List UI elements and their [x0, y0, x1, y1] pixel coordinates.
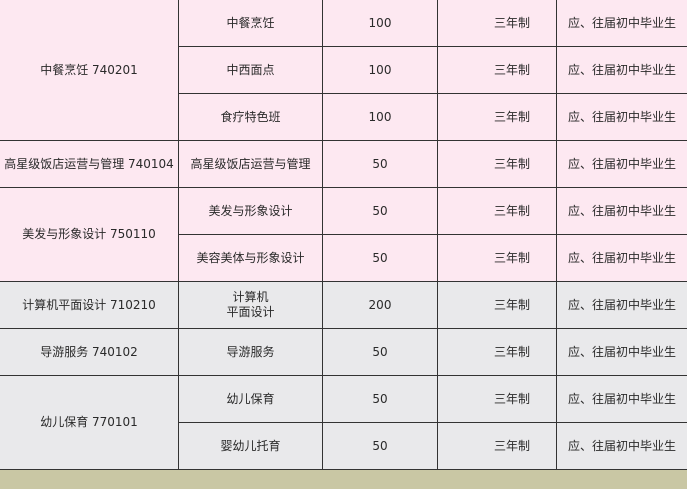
length-cell: 三年制 [437, 375, 557, 423]
length-cell: 三年制 [437, 422, 557, 470]
quota-cell: 200 [322, 281, 438, 329]
length-cell: 三年制 [437, 234, 557, 282]
target-cell: 应、往届初中毕业生 [556, 0, 687, 47]
major-cell: 计算机平面设计 710210 [0, 281, 179, 329]
target-cell: 应、往届初中毕业生 [556, 93, 687, 141]
direction-cell: 幼儿保育 [178, 375, 323, 423]
quota-cell: 50 [322, 140, 438, 188]
major-cell: 导游服务 740102 [0, 328, 179, 376]
target-cell: 应、往届初中毕业生 [556, 187, 687, 235]
quota-cell: 50 [322, 422, 438, 470]
table-row: 食疗特色班 100 三年制 应、往届初中毕业生 [0, 93, 687, 141]
direction-cell: 中餐烹饪 [178, 0, 323, 47]
direction-cell: 导游服务 [178, 328, 323, 376]
major-cell: 幼儿保育 770101 [0, 375, 179, 470]
major-cell: 高星级饭店运营与管理 740104 [0, 140, 179, 188]
direction-cell: 计算机 平面设计 [178, 281, 323, 329]
target-cell: 应、往届初中毕业生 [556, 375, 687, 423]
quota-cell: 100 [322, 93, 438, 141]
target-cell: 应、往届初中毕业生 [556, 140, 687, 188]
target-cell: 应、往届初中毕业生 [556, 328, 687, 376]
length-cell: 三年制 [437, 0, 557, 47]
direction-cell: 高星级饭店运营与管理 [178, 140, 323, 188]
table-row: 中餐烹饪 740201 中餐烹饪 100 三年制 应、往届初中毕业生 [0, 0, 687, 141]
major-cell: 美发与形象设计 750110 [0, 187, 179, 282]
direction-cell: 美容美体与形象设计 [178, 234, 323, 282]
length-cell: 三年制 [437, 140, 557, 188]
table-row: 美容美体与形象设计 50 三年制 应、往届初中毕业生 [0, 234, 687, 282]
direction-cell: 婴幼儿托育 [178, 422, 323, 470]
length-cell: 三年制 [437, 187, 557, 235]
target-cell: 应、往届初中毕业生 [556, 234, 687, 282]
quota-cell: 50 [322, 375, 438, 423]
table-row: 计算机平面设计 710210 计算机 平面设计 200 三年制 应、往届初中毕业生 [0, 281, 687, 329]
table-row: 导游服务 740102 导游服务 50 三年制 应、往届初中毕业生 [0, 328, 687, 376]
quota-cell: 50 [322, 187, 438, 235]
quota-cell: 50 [322, 328, 438, 376]
table-row: 婴幼儿托育 50 三年制 应、往届初中毕业生 [0, 422, 687, 470]
quota-cell: 100 [322, 46, 438, 94]
length-cell: 三年制 [437, 328, 557, 376]
table-row: 幼儿保育 770101 幼儿保育 50 三年制 应、往届初中毕业生 [0, 375, 687, 470]
length-cell: 三年制 [437, 281, 557, 329]
target-cell: 应、往届初中毕业生 [556, 422, 687, 470]
major-cell: 中餐烹饪 740201 [0, 0, 179, 141]
enrollment-table: 中餐烹饪 740201 中餐烹饪 100 三年制 应、往届初中毕业生 中西面点 100 三年制… [0, 0, 687, 470]
table-row: 高星级饭店运营与管理 740104 高星级饭店运营与管理 50 三年制 应、往届初中毕业… [0, 140, 687, 188]
length-cell: 三年制 [437, 46, 557, 94]
direction-cell: 中西面点 [178, 46, 323, 94]
quota-cell: 100 [322, 0, 438, 47]
direction-cell: 美发与形象设计 [178, 187, 323, 235]
table-row: 中西面点 100 三年制 应、往届初中毕业生 [0, 46, 687, 94]
direction-cell: 食疗特色班 [178, 93, 323, 141]
length-cell: 三年制 [437, 93, 557, 141]
target-cell: 应、往届初中毕业生 [556, 281, 687, 329]
table-row: 美发与形象设计 750110 美发与形象设计 50 三年制 应、往届初中毕业生 [0, 187, 687, 282]
quota-cell: 50 [322, 234, 438, 282]
target-cell: 应、往届初中毕业生 [556, 46, 687, 94]
